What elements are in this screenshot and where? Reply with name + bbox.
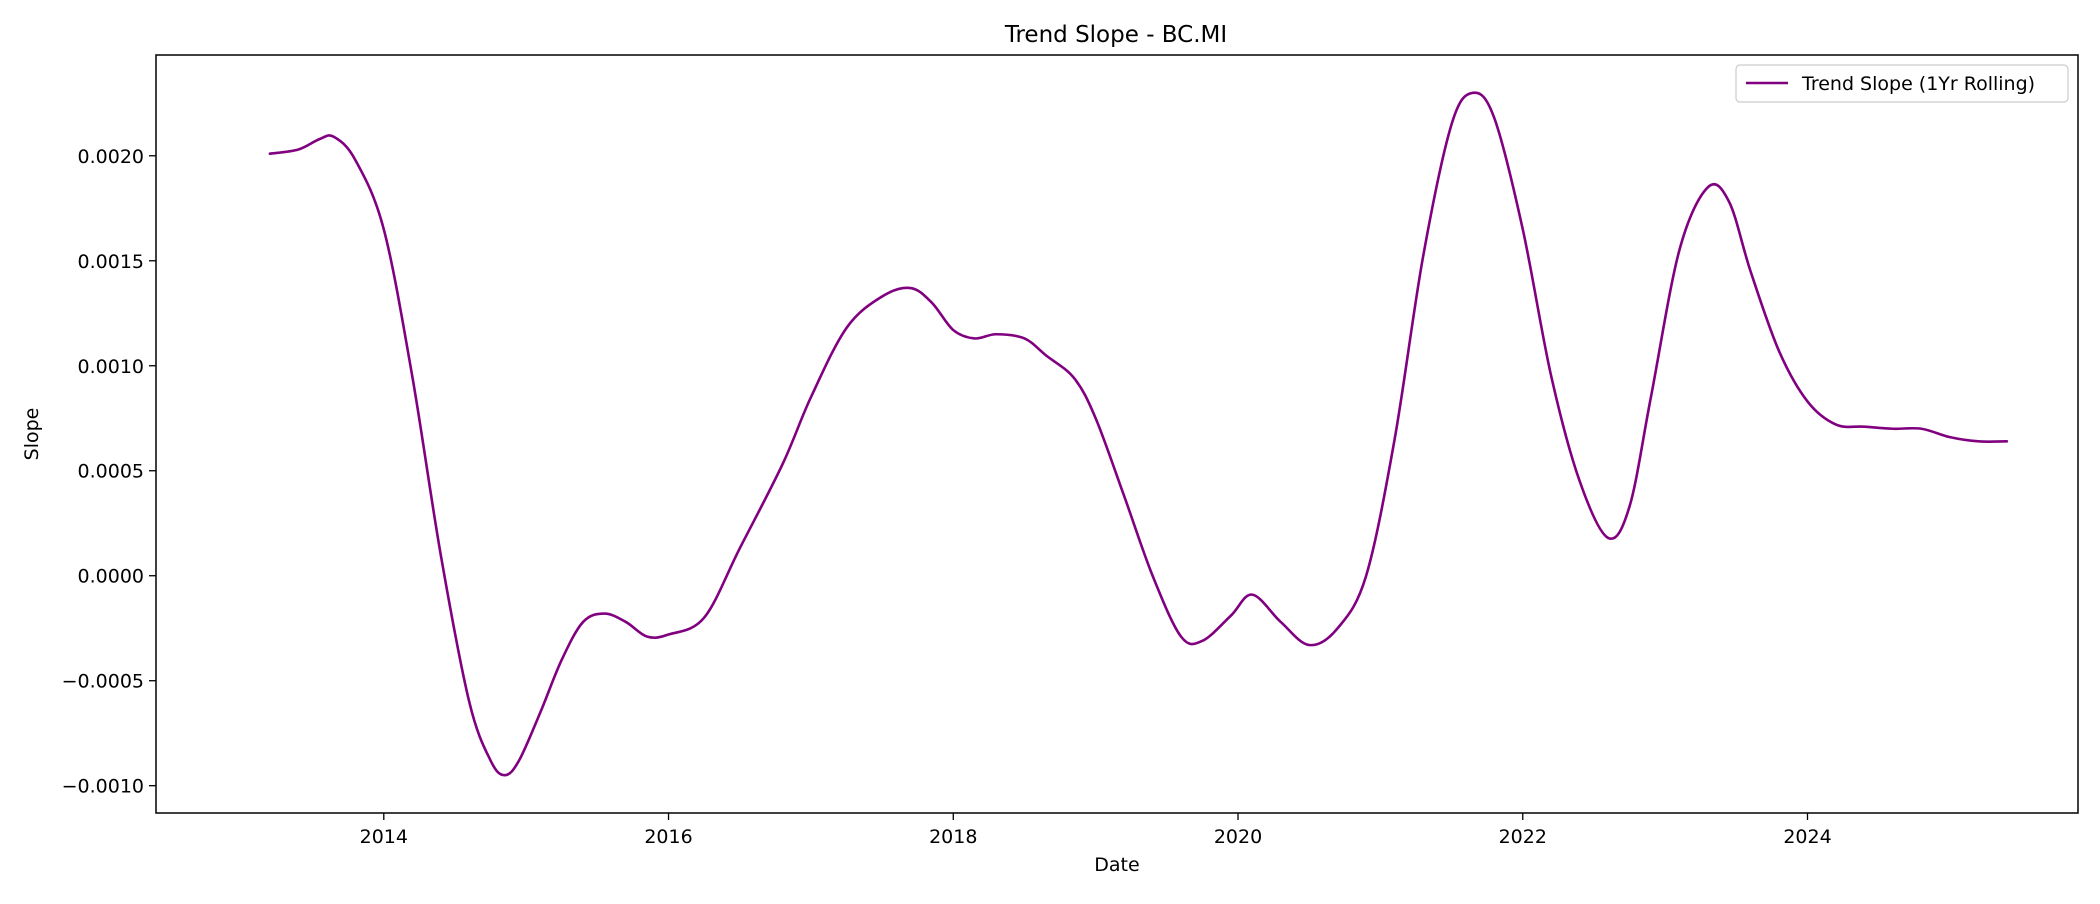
x-axis-ticks: 2014 2016 2018 2020 2022 2024 [360, 813, 1832, 848]
y-axis-ticks: −0.0010 −0.0005 0.0000 0.0005 0.0010 0.0015 0.… [62, 146, 156, 798]
legend-label: Trend Slope (1Yr Rolling) [1801, 73, 2035, 95]
x-tick-label: 2022 [1499, 826, 1547, 848]
y-tick-label: 0.0000 [78, 566, 144, 588]
y-tick-label: 0.0015 [78, 251, 144, 273]
legend-box [1735, 64, 2069, 103]
x-axis-label: Date [1094, 854, 1139, 876]
y-tick-label: 0.0010 [78, 356, 144, 378]
plot-area [155, 54, 2079, 814]
series-line-trend-slope [268, 91, 2009, 777]
plot-frame [155, 54, 2079, 814]
chart-title: Trend Slope - BC.MI [1004, 22, 1227, 48]
y-tick-label: 0.0020 [78, 146, 144, 168]
x-tick-label: 2024 [1783, 826, 1831, 848]
y-tick-label: 0.0005 [78, 461, 144, 483]
x-tick-label: 2014 [360, 826, 408, 848]
y-tick-label: −0.0005 [62, 671, 144, 693]
y-tick-label: −0.0010 [62, 776, 144, 798]
x-tick-label: 2020 [1214, 826, 1262, 848]
series-layer [268, 91, 2009, 777]
x-tick-label: 2018 [929, 826, 977, 848]
legend: Trend Slope (1Yr Rolling) [1735, 64, 2069, 103]
x-tick-label: 2016 [644, 826, 692, 848]
y-axis-label: Slope [21, 408, 43, 461]
